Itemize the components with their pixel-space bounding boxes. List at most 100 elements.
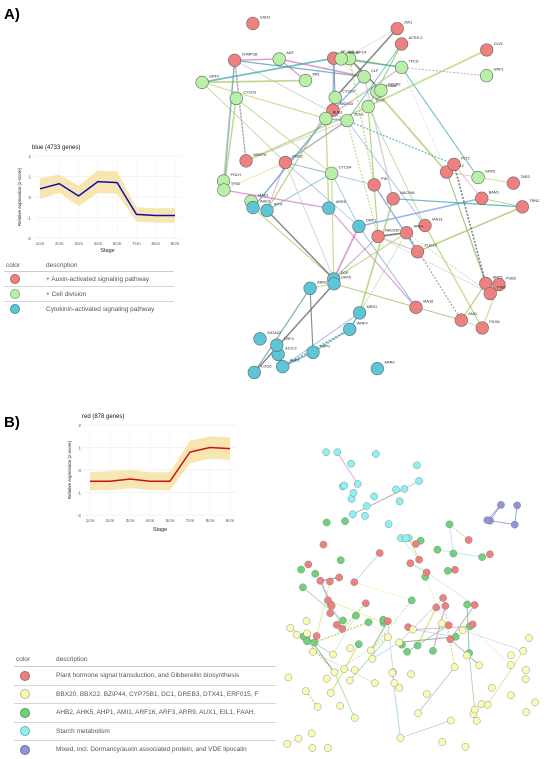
network-node <box>389 669 396 676</box>
network-edge <box>437 550 482 557</box>
network-node <box>471 706 478 713</box>
legend-swatch <box>20 745 30 755</box>
network-node <box>484 287 497 300</box>
x-tick-label: 8cm <box>151 241 160 246</box>
network-edge <box>470 626 511 665</box>
network-node <box>387 192 400 205</box>
network-node <box>525 634 532 641</box>
network-node <box>343 323 356 336</box>
network-node <box>464 601 471 608</box>
y-tick-label: -2 <box>27 236 31 241</box>
network-node <box>307 346 320 359</box>
network-node <box>334 449 341 456</box>
network-node-label: CYCD4 <box>339 165 352 169</box>
legend-row: Mixed, incl. Dormancy/auxin associated p… <box>14 741 276 759</box>
network-edge <box>354 582 411 600</box>
network-node <box>309 744 316 751</box>
y-tick-label: 2 <box>28 154 31 159</box>
legend-header-description: description <box>46 262 77 269</box>
network-node-label: AMI1 <box>468 312 477 316</box>
legend-header-color: color <box>14 656 56 663</box>
network-node <box>402 535 409 542</box>
network-node <box>337 557 344 564</box>
network-node <box>384 618 391 625</box>
network-node <box>412 540 419 547</box>
network-node-label: IAA16 <box>423 299 433 303</box>
network-edge <box>402 67 487 75</box>
network-node <box>329 91 342 104</box>
network-node <box>447 717 454 724</box>
network-node-label: GRF2 <box>209 74 219 78</box>
network-node-label: CLF <box>371 69 379 73</box>
x-tick-label: 3cm <box>74 241 83 246</box>
network-node <box>479 553 486 560</box>
network-node <box>497 501 504 508</box>
network-node <box>444 567 451 574</box>
network-node <box>276 360 289 373</box>
network-node <box>333 621 340 628</box>
network-node-label: TPX2 <box>231 182 241 186</box>
network-node-label: CHMP1B <box>242 52 258 56</box>
network-node-label: NAC030 <box>385 228 399 232</box>
network-node <box>329 651 336 658</box>
network-node <box>230 92 243 105</box>
network-node <box>352 612 359 619</box>
legend-description: AHB2, AHK5, AHP1, AMI1, ARF16, ARF3, ARR… <box>56 709 255 716</box>
network-node-label: ZW1 <box>404 21 412 25</box>
network-node <box>372 450 379 457</box>
network-node <box>326 578 333 585</box>
network-node <box>473 717 480 724</box>
network-node <box>313 632 320 639</box>
network-node <box>397 734 404 741</box>
network-node-label: POLH <box>231 173 242 177</box>
legend-row: + Cell division <box>4 287 174 302</box>
network-node <box>248 366 261 379</box>
network-node <box>309 648 316 655</box>
network-node <box>514 502 521 509</box>
network-node <box>358 70 371 83</box>
chart-title-b: red (878 genes) <box>82 414 124 420</box>
x-tick-label: 9cm <box>171 241 180 246</box>
network-node <box>401 485 408 492</box>
network-node <box>442 602 449 609</box>
network-edge <box>427 572 475 605</box>
network-node <box>350 489 357 496</box>
network-node-label: CYCB2 <box>388 82 401 86</box>
network-edge <box>328 600 384 622</box>
network-graph-a: ZEU1CHMP1BWDX33POLHMYB88FMO2ZW1RFC4ACRX-… <box>180 4 548 394</box>
legend-row: + Auxin-activated signaling pathway <box>4 272 174 287</box>
network-node <box>339 617 346 624</box>
legend-row: Starch metabolism <box>14 723 276 742</box>
network-node <box>409 626 416 633</box>
network-node <box>320 541 327 548</box>
network-node <box>414 642 421 649</box>
network-node-label: CYCB3 <box>342 89 355 93</box>
legend-swatch <box>20 671 30 681</box>
legend-header-color: color <box>4 262 46 269</box>
network-node <box>486 551 493 558</box>
network-node <box>392 486 399 493</box>
network-node <box>408 597 415 604</box>
network-node <box>351 579 358 586</box>
network-edge <box>407 233 491 294</box>
network-node <box>396 498 403 505</box>
network-node <box>371 362 384 375</box>
network-node-label: IPT4 <box>274 202 282 206</box>
network-node <box>480 69 493 82</box>
network-node-label: IAA13 <box>432 217 442 221</box>
network-edge <box>235 59 280 60</box>
network-node <box>423 569 430 576</box>
network-node <box>395 61 408 74</box>
network-node-label: ACRX-2 <box>409 36 423 40</box>
network-node <box>341 114 354 127</box>
network-edge <box>463 630 524 650</box>
network-node <box>511 521 518 528</box>
network-node <box>415 477 422 484</box>
network-node <box>327 689 334 696</box>
network-node <box>414 710 421 717</box>
network-node-label: PUB3 <box>506 277 516 281</box>
network-node <box>317 577 324 584</box>
network-node-label: ARR2 <box>317 280 327 284</box>
legend-swatch <box>10 304 20 314</box>
